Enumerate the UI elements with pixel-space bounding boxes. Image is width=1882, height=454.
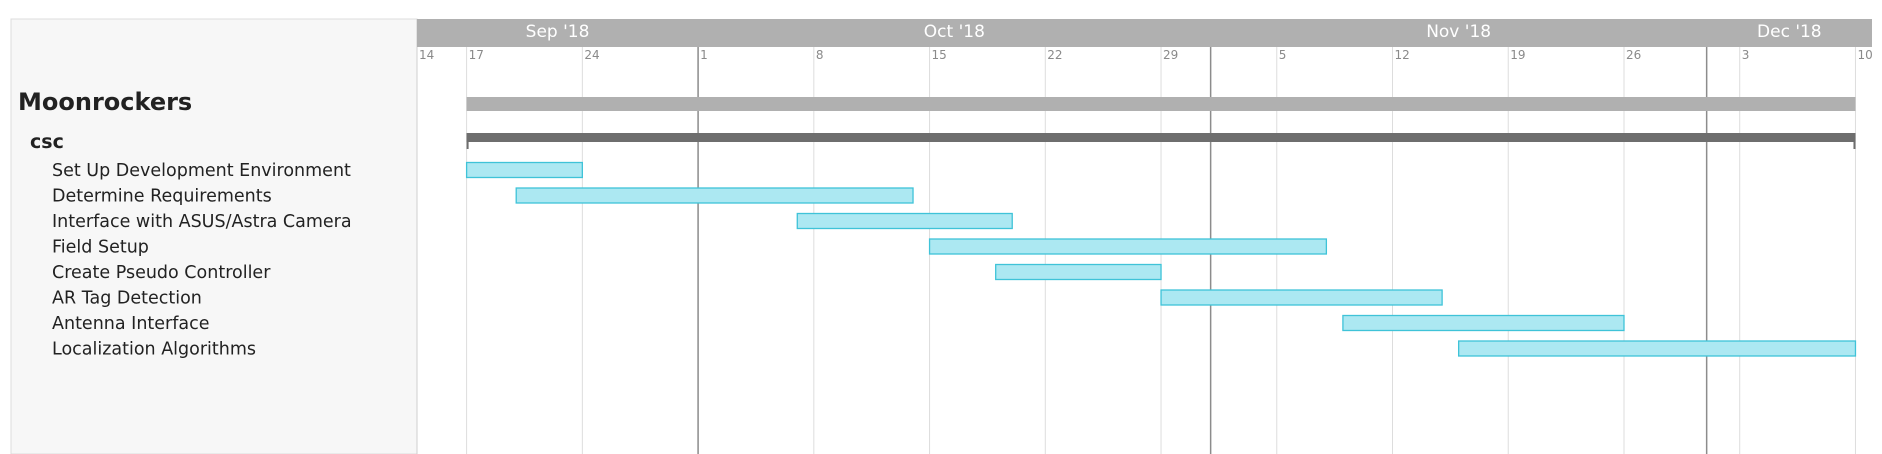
- week-tick-label: 19: [1510, 48, 1525, 62]
- week-tick-label: 8: [816, 48, 824, 62]
- week-tick-label: 14: [419, 48, 434, 62]
- group-bar-end-cap: [1853, 133, 1856, 149]
- month-label: Sep '18: [526, 22, 590, 42]
- week-tick-label: 24: [584, 48, 599, 62]
- task-label: Localization Algorithms: [52, 340, 256, 360]
- week-tick-label: 15: [932, 48, 947, 62]
- week-tick-label: 26: [1626, 48, 1641, 62]
- group-bar-start-cap: [466, 133, 469, 149]
- week-tick-label: 22: [1047, 48, 1062, 62]
- task-label: Field Setup: [52, 238, 149, 258]
- month-label: Oct '18: [924, 22, 985, 42]
- month-label: Nov '18: [1426, 22, 1491, 42]
- task-bar: [1342, 314, 1625, 332]
- month-label: Dec '18: [1757, 22, 1822, 42]
- week-tick-label: 29: [1163, 48, 1178, 62]
- month-header-bar: [417, 19, 1872, 47]
- group-summary-bar: [466, 133, 1856, 142]
- project-title: Moonrockers: [18, 88, 192, 116]
- task-label: Create Pseudo Controller: [52, 263, 271, 283]
- week-tick-label: 1: [700, 48, 708, 62]
- week-tick-label: 12: [1395, 48, 1410, 62]
- week-tick-label: 5: [1279, 48, 1287, 62]
- week-tick-label: 10: [1857, 48, 1872, 62]
- task-bar: [796, 212, 1013, 230]
- task-label: AR Tag Detection: [52, 289, 202, 309]
- task-label: Determine Requirements: [52, 187, 272, 207]
- chart-area: [417, 19, 1872, 454]
- task-bar: [928, 238, 1328, 255]
- label-panel: [10, 18, 418, 454]
- task-bar: [515, 187, 914, 204]
- week-tick-label: 3: [1742, 48, 1750, 62]
- task-bar: [1457, 340, 1857, 357]
- task-bar: [1160, 289, 1443, 306]
- task-label: Set Up Development Environment: [52, 161, 351, 181]
- task-label: Antenna Interface: [52, 314, 210, 334]
- task-bar: [995, 263, 1162, 281]
- task-bar: [465, 161, 583, 179]
- week-tick-label: 17: [469, 48, 484, 62]
- task-label: Interface with ASUS/Astra Camera: [52, 212, 352, 232]
- project-summary-bar: [466, 97, 1856, 111]
- group-title: csc: [30, 131, 64, 153]
